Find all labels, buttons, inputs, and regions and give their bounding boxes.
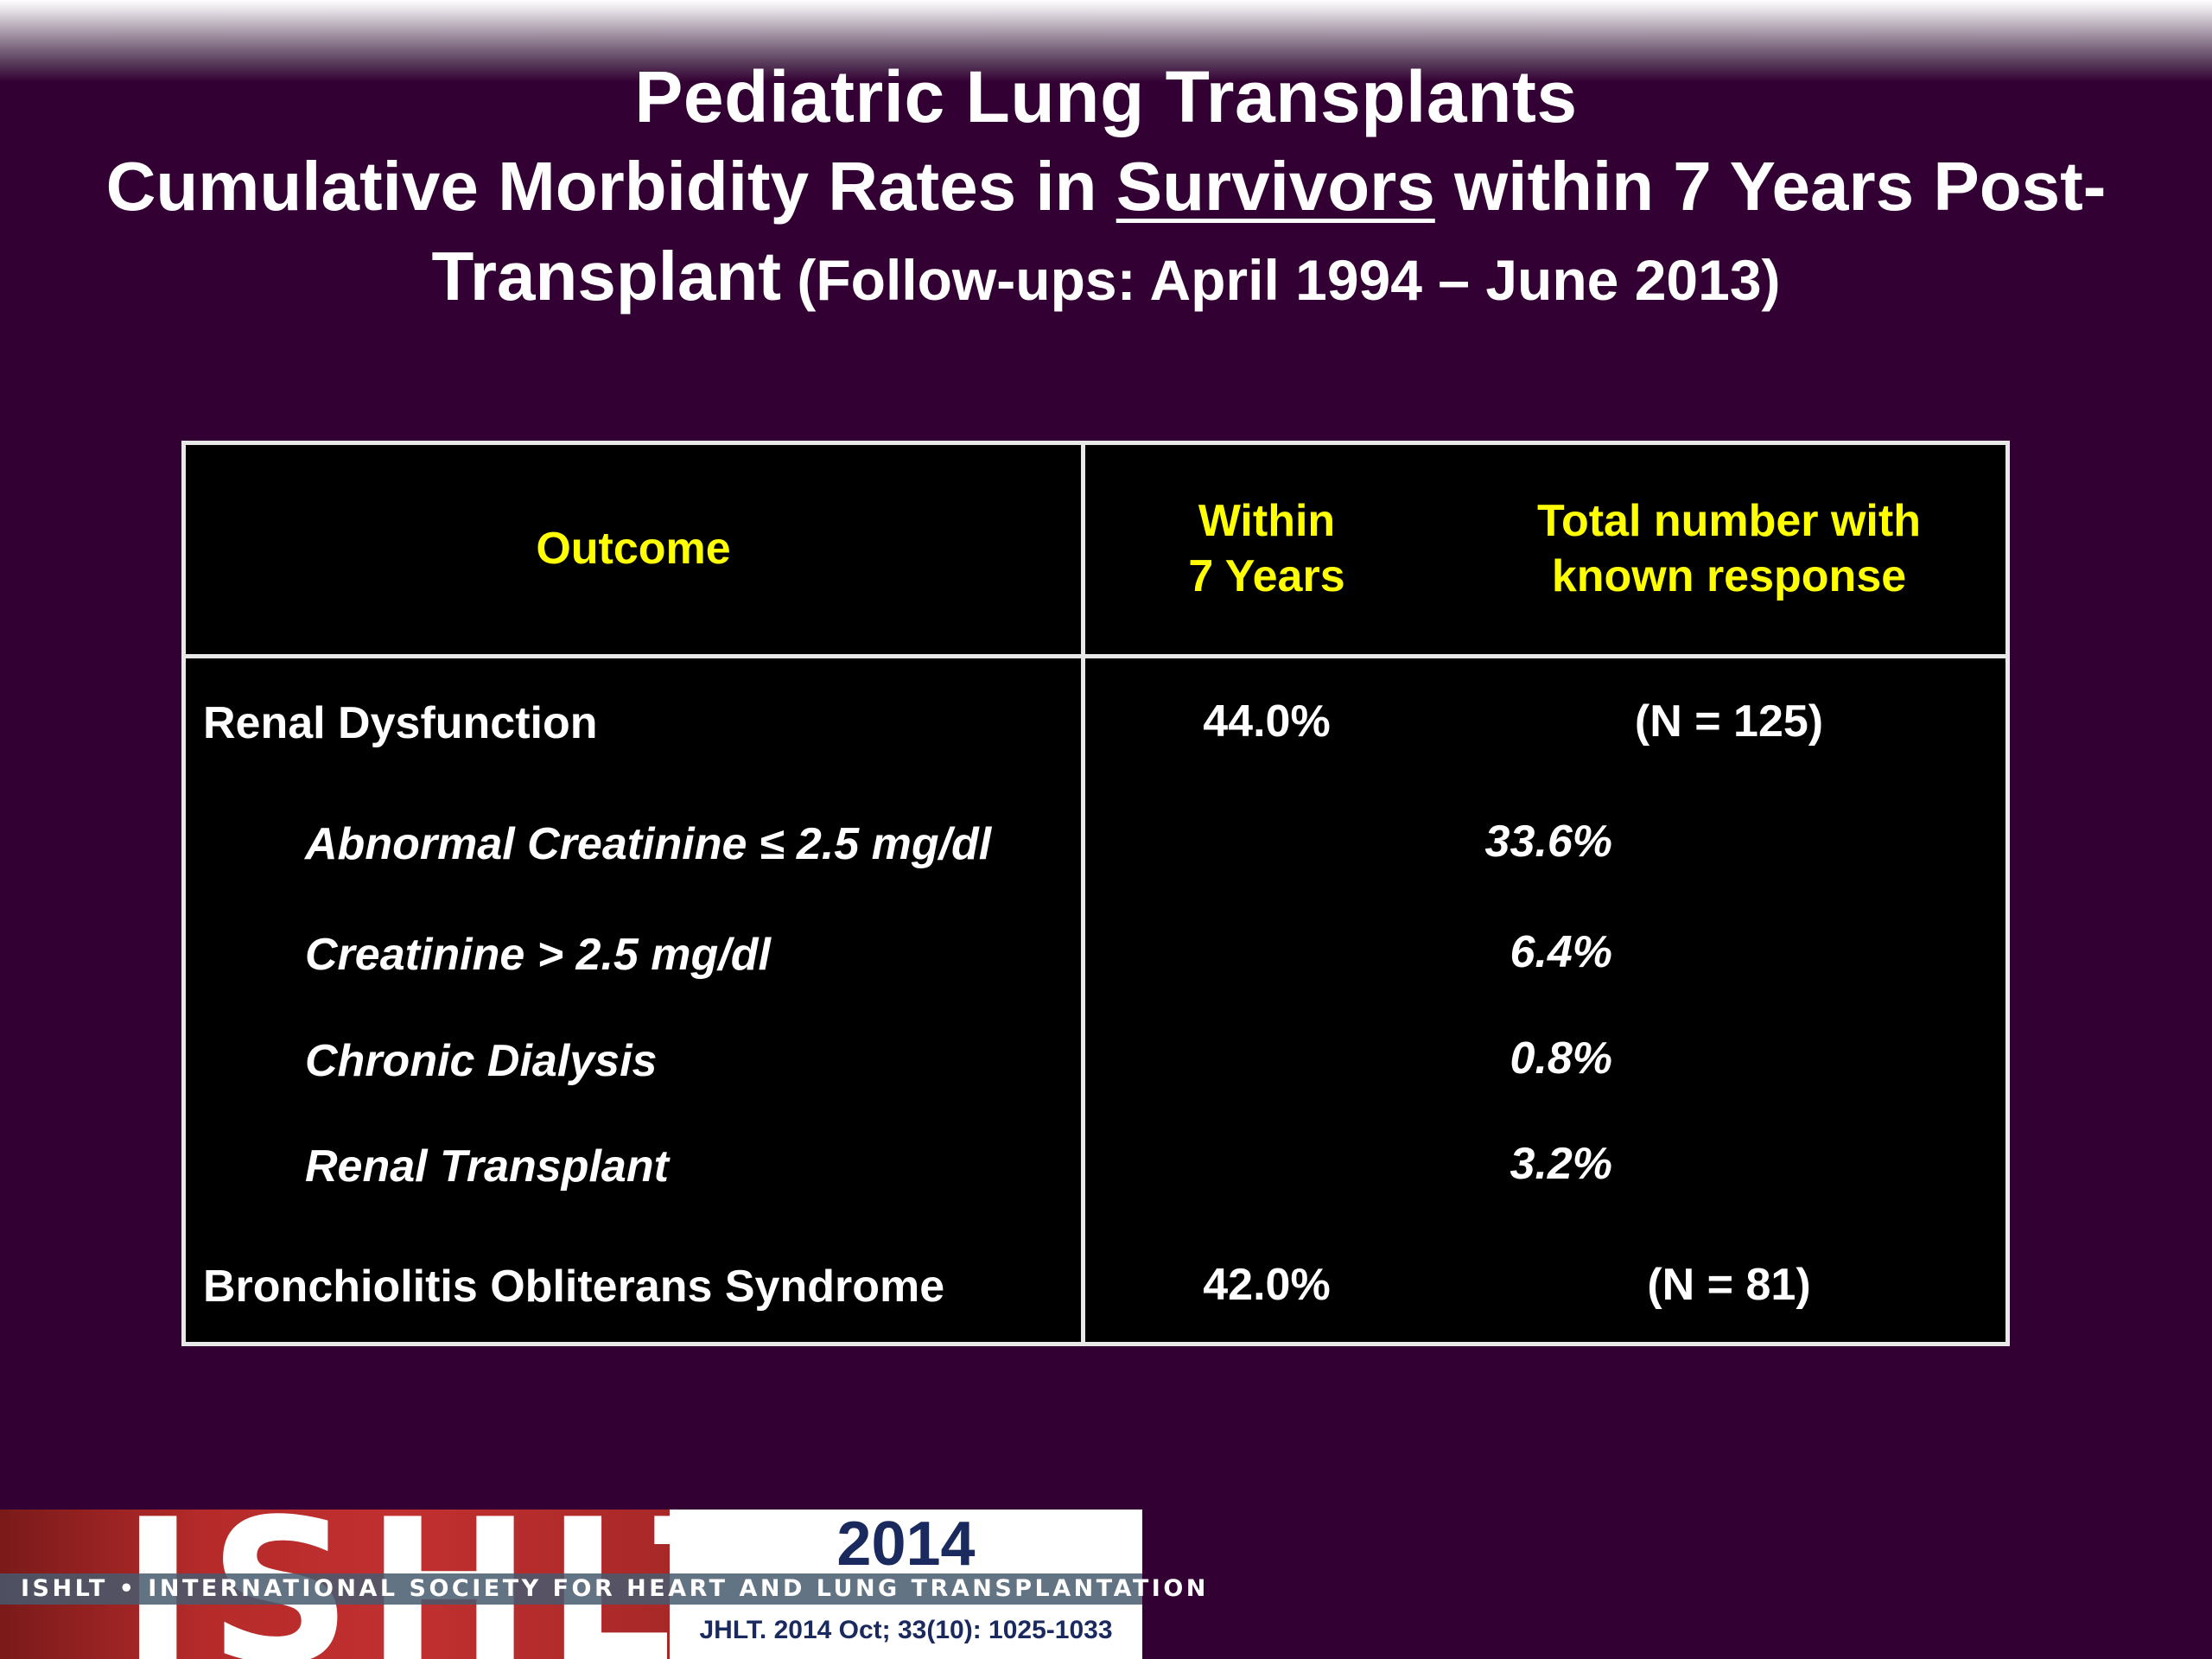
logo-society-name: ISHLT • INTERNATIONAL SOCIETY FOR HEART … — [21, 1575, 1209, 1602]
row-label-renal-dysfunction: Renal Dysfunction — [203, 698, 598, 748]
title-line-2-post: within 7 Years Post- — [1434, 148, 2107, 225]
row-label-creatinine-over: Creatinine > 2.5 mg/dl — [305, 930, 771, 980]
row-value-renal-transplant: 3.2% — [1510, 1139, 1612, 1189]
header-total-line-1: Total number with — [1537, 496, 1921, 546]
header-total-line-2: known response — [1551, 551, 1907, 601]
header-within-line-2: 7 Years — [1188, 551, 1345, 601]
row-value-creatinine-over: 6.4% — [1510, 927, 1612, 977]
row-value-abnormal-creatinine: 33.6% — [1484, 817, 1612, 867]
header-within-7-years: Within 7 Years — [1085, 493, 1448, 604]
header-outcome: Outcome — [536, 524, 731, 574]
row-n-renal-dysfunction: (N = 125) — [1634, 696, 1824, 747]
title-follow-ups: (Follow-ups: April 1994 – June 2013) — [781, 248, 1781, 312]
morbidity-table: Outcome Within 7 Years Total number with… — [181, 441, 2010, 1346]
title-line-2-pre: Cumulative Morbidity Rates in — [105, 148, 1116, 225]
slide-title: Pediatric Lung Transplants Cumulative Mo… — [0, 52, 2212, 325]
logo-year: 2014 — [836, 1510, 976, 1579]
row-label-renal-transplant: Renal Transplant — [305, 1141, 669, 1192]
title-line-3: Transplant (Follow-ups: April 1994 – Jun… — [0, 232, 2212, 325]
logo-band — [0, 1573, 1142, 1605]
row-label-bos: Bronchiolitis Obliterans Syndrome — [203, 1262, 945, 1312]
header-within-line-1: Within — [1198, 496, 1336, 546]
row-value-renal-dysfunction: 44.0% — [1203, 696, 1331, 747]
row-label-chronic-dialysis: Chronic Dialysis — [305, 1036, 658, 1086]
title-line-2: Cumulative Morbidity Rates in Survivors … — [0, 142, 2212, 232]
title-line-1: Pediatric Lung Transplants — [634, 56, 1578, 137]
header-divider — [186, 654, 2005, 658]
logo-citation: JHLT. 2014 Oct; 33(10): 1025-1033 — [699, 1616, 1113, 1644]
top-gradient-band — [0, 0, 2212, 82]
ishlt-logo: ISHLT 2014 ISHLT • INTERNATIONAL SOCIETY… — [0, 1510, 1205, 1659]
header-total-known-response: Total number with known response — [1448, 493, 2010, 604]
title-survivors-underlined: Survivors — [1116, 148, 1435, 225]
row-value-chronic-dialysis: 0.8% — [1510, 1033, 1612, 1084]
column-divider — [1081, 445, 1085, 1342]
row-value-bos: 42.0% — [1203, 1260, 1331, 1310]
title-line-3-main: Transplant — [431, 238, 781, 315]
row-label-abnormal-creatinine: Abnormal Creatinine ≤ 2.5 mg/dl — [305, 819, 992, 869]
row-n-bos: (N = 81) — [1647, 1260, 1811, 1310]
